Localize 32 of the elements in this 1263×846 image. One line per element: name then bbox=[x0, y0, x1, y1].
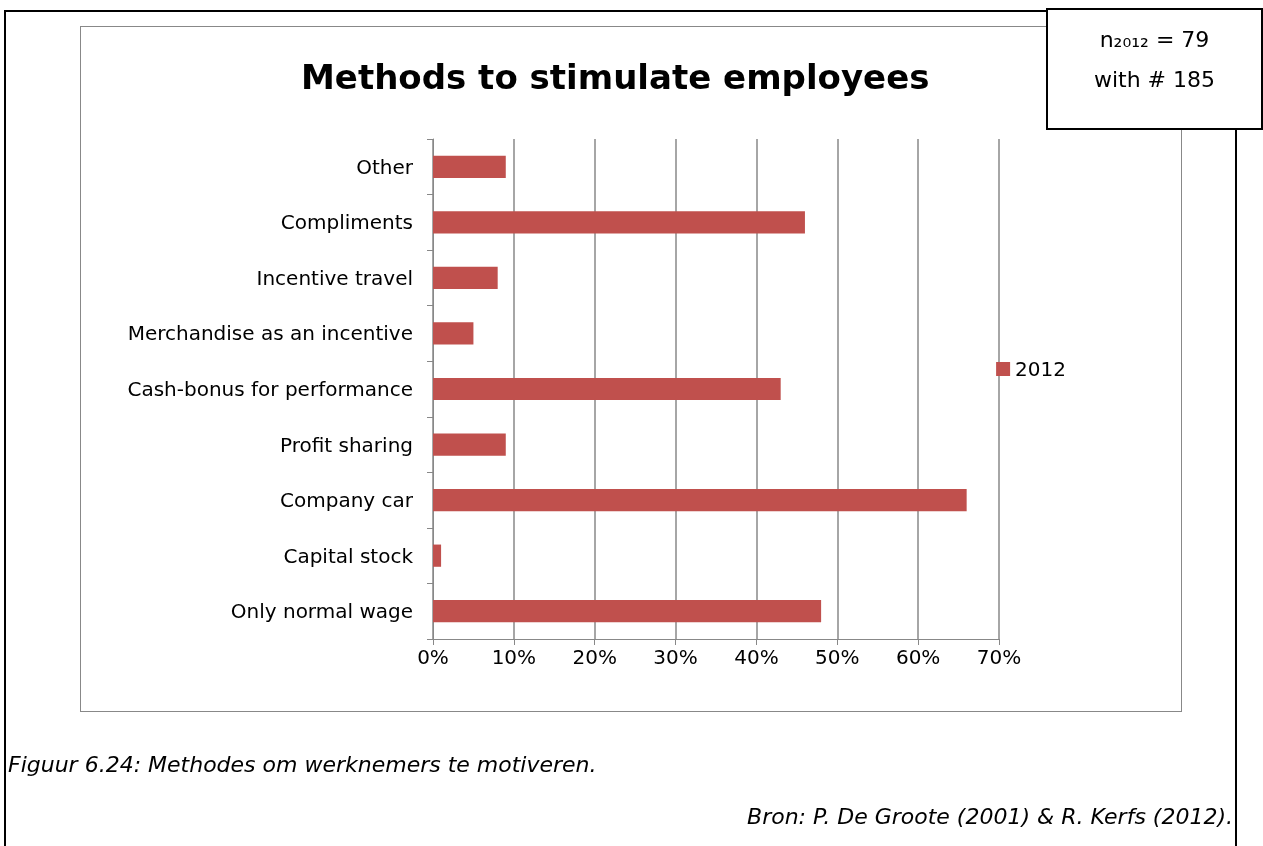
y-tick-label: Capital stock bbox=[283, 543, 414, 568]
y-tick-label: Incentive travel bbox=[256, 265, 413, 290]
x-tick-label: 0% bbox=[417, 645, 449, 669]
bar bbox=[433, 600, 822, 623]
y-tick-label: Compliments bbox=[280, 210, 413, 235]
x-tick-label: 70% bbox=[976, 645, 1022, 669]
y-tick-label: Cash-bonus for performance bbox=[127, 377, 413, 401]
bar bbox=[433, 155, 506, 178]
bar bbox=[433, 489, 967, 512]
legend-label: 2012 bbox=[1015, 357, 1067, 381]
y-tick-label: Other bbox=[356, 154, 414, 179]
text: n₂₀₁₂ = 79 bbox=[1098, 26, 1211, 54]
bar bbox=[433, 322, 474, 345]
x-tick-label: 60% bbox=[895, 645, 941, 669]
x-tick-label: 20% bbox=[572, 645, 617, 669]
bar bbox=[433, 433, 506, 456]
text: Bron: P. De Groote (2001) & R. Kerfs (2012). bbox=[747, 804, 1233, 829]
y-tick-label: Company car bbox=[280, 488, 414, 513]
y-tick-label: Only normal wage bbox=[230, 599, 413, 624]
x-tick-label: 40% bbox=[734, 645, 779, 669]
y-tick-label: Merchandise as an incentive bbox=[127, 321, 413, 346]
x-tick-label: 30% bbox=[653, 645, 698, 669]
y-tick-label: Profit sharing bbox=[279, 432, 413, 457]
chart-title: Methods to stimulate employees bbox=[301, 57, 930, 97]
text: with # 185 bbox=[1092, 66, 1217, 94]
bar bbox=[433, 211, 805, 234]
x-tick-label: 10% bbox=[491, 645, 537, 669]
text: Figuur 6.24: Methodes om werknemers te motiveren. bbox=[8, 752, 597, 777]
bar bbox=[433, 377, 781, 401]
x-tick-label: 50% bbox=[815, 645, 860, 669]
bar bbox=[433, 544, 442, 567]
bar bbox=[433, 266, 498, 289]
